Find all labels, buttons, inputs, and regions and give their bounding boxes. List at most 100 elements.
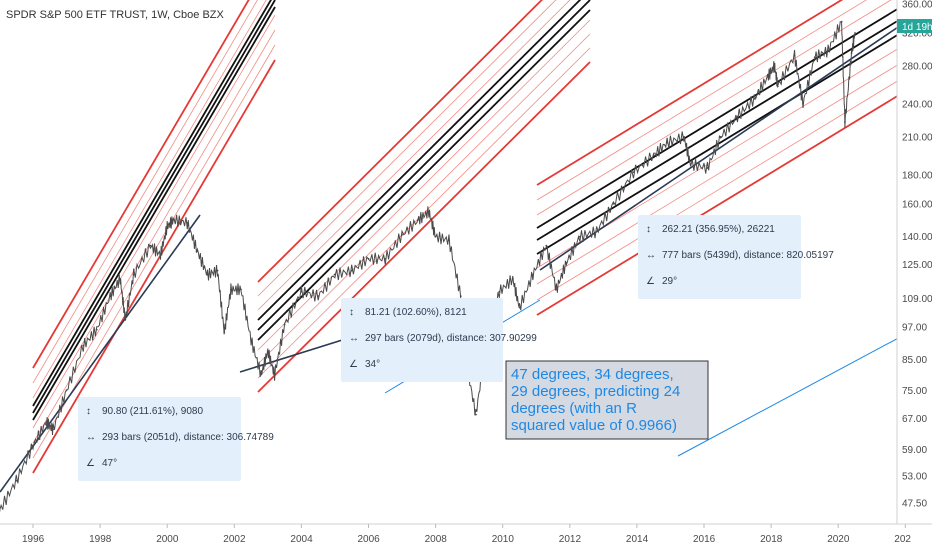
channel-line[interactable] bbox=[257, 0, 590, 321]
price-point bbox=[401, 234, 403, 236]
price-point bbox=[854, 32, 856, 34]
angle-icon: ∠ bbox=[349, 359, 358, 370]
measure-box-bg bbox=[638, 215, 801, 299]
x-tick-label: 2006 bbox=[358, 534, 381, 545]
price-point bbox=[475, 413, 477, 416]
price-point bbox=[334, 273, 336, 276]
x-tick-label: 2010 bbox=[492, 534, 515, 545]
y-tick-label: 97.00 bbox=[902, 323, 927, 334]
price-point bbox=[109, 295, 112, 297]
trend-line[interactable] bbox=[677, 319, 932, 457]
channel-line[interactable] bbox=[32, 0, 276, 414]
channel-line[interactable] bbox=[257, 47, 591, 379]
price-point bbox=[766, 75, 769, 78]
channel-line[interactable] bbox=[32, 0, 275, 399]
countdown-badge-text: 1d 19h bbox=[902, 22, 932, 33]
price-point bbox=[223, 331, 226, 334]
price-point bbox=[793, 54, 796, 57]
angle-icon: ∠ bbox=[86, 458, 95, 469]
chart-title: SPDR S&P 500 ETF TRUST, 1W, Cboe BZX bbox=[6, 9, 224, 21]
x-tick-label: 2008 bbox=[425, 534, 448, 545]
price-point bbox=[82, 344, 85, 347]
price-range-icon: ↕ bbox=[349, 307, 354, 318]
measure-angle: 29° bbox=[662, 276, 677, 287]
price-point bbox=[266, 350, 269, 352]
x-tick-label: 2018 bbox=[760, 534, 783, 545]
annotation-note[interactable]: 47 degrees, 34 degrees, 29 degrees, predi… bbox=[505, 360, 709, 440]
price-point bbox=[840, 20, 843, 23]
measure-price: 262.21 (356.95%), 26221 bbox=[662, 224, 775, 235]
channel-line[interactable] bbox=[257, 0, 590, 283]
measure-range: 777 bars (5439d), distance: 820.05197 bbox=[662, 250, 834, 261]
channel-line[interactable] bbox=[32, 14, 276, 429]
price-point bbox=[95, 328, 98, 331]
price-point bbox=[753, 97, 756, 100]
price-point bbox=[802, 103, 804, 105]
price-point bbox=[434, 235, 437, 238]
channel-line[interactable] bbox=[536, 74, 932, 316]
channel-line[interactable] bbox=[536, 13, 932, 255]
trend-channels[interactable] bbox=[0, 0, 932, 493]
price-point bbox=[317, 295, 320, 297]
price-point bbox=[565, 261, 568, 264]
channel-line[interactable] bbox=[257, 33, 591, 365]
channel-line[interactable] bbox=[32, 6, 276, 421]
channel-line[interactable] bbox=[32, 0, 275, 369]
price-point bbox=[384, 257, 387, 260]
measure-box[interactable]: ↕ 90.80 (211.61%), 9080 ↔ 293 bars (2051d),… bbox=[78, 397, 274, 481]
channel-line[interactable] bbox=[536, 0, 932, 186]
annotation-note-box[interactable] bbox=[505, 360, 709, 440]
price-point bbox=[555, 288, 558, 291]
time-axis-panel[interactable] bbox=[0, 524, 932, 550]
channel-line[interactable] bbox=[32, 0, 275, 384]
channel-line[interactable] bbox=[536, 0, 932, 201]
x-tick-label: 2016 bbox=[693, 534, 716, 545]
y-tick-label: 280.00 bbox=[902, 61, 932, 72]
regression-line[interactable] bbox=[539, 3, 932, 271]
channel-line[interactable] bbox=[536, 0, 932, 216]
x-tick-label: 2012 bbox=[559, 534, 582, 545]
price-point bbox=[132, 273, 135, 276]
measure-box[interactable]: ↕ 81.21 (102.60%), 8121 ↔ 297 bars (2079d),… bbox=[341, 298, 537, 382]
x-tick-label: 2002 bbox=[223, 534, 246, 545]
y-tick-label: 85.00 bbox=[902, 355, 927, 366]
measure-boxes[interactable]: ↕ 90.80 (211.61%), 9080 ↔ 293 bars (2051d),… bbox=[78, 215, 834, 481]
channel-line[interactable] bbox=[257, 9, 591, 341]
channel-line[interactable] bbox=[536, 59, 932, 301]
price-axis-panel[interactable] bbox=[897, 0, 932, 524]
price-point bbox=[186, 222, 189, 224]
price-point bbox=[166, 225, 169, 228]
channel-line[interactable] bbox=[257, 19, 591, 351]
price-point bbox=[719, 135, 722, 138]
price-point bbox=[498, 290, 501, 293]
price-axis-labels: 360.00 320.00 280.00 240.00 210.00 180.00 160.… bbox=[902, 0, 932, 510]
measure-box[interactable]: ↕ 262.21 (356.95%), 26221 ↔ 777 bars (5439d… bbox=[638, 215, 834, 299]
y-tick-label: 47.50 bbox=[902, 499, 927, 510]
channel-line[interactable] bbox=[536, 43, 932, 285]
channel-line[interactable] bbox=[32, 59, 276, 474]
price-point bbox=[813, 56, 816, 59]
price-point bbox=[736, 115, 739, 118]
price-point bbox=[683, 135, 685, 138]
price-range-icon: ↕ bbox=[86, 406, 91, 417]
y-tick-label: 125.00 bbox=[902, 260, 932, 271]
channel-line[interactable] bbox=[257, 0, 591, 331]
x-tick-label: 2020 bbox=[827, 534, 850, 545]
angle-icon: ∠ bbox=[646, 276, 655, 287]
annotation-text: 47 degrees, 34 degrees, 29 degrees, predi… bbox=[511, 366, 680, 434]
price-point bbox=[612, 202, 615, 205]
measure-box-bg bbox=[341, 298, 503, 382]
channel-line[interactable] bbox=[257, 0, 590, 311]
price-point bbox=[159, 254, 162, 256]
y-tick-label: 140.00 bbox=[902, 232, 932, 243]
channel-line[interactable] bbox=[32, 29, 276, 444]
channel-line[interactable] bbox=[32, 0, 275, 407]
channel-line[interactable] bbox=[257, 61, 591, 393]
channel-line[interactable] bbox=[257, 0, 590, 297]
price-point bbox=[532, 273, 534, 276]
x-tick-label: 202 bbox=[894, 534, 911, 545]
measure-range: 297 bars (2079d), distance: 307.90299 bbox=[365, 333, 537, 344]
price-point bbox=[149, 244, 152, 247]
channel-line[interactable] bbox=[536, 0, 932, 229]
